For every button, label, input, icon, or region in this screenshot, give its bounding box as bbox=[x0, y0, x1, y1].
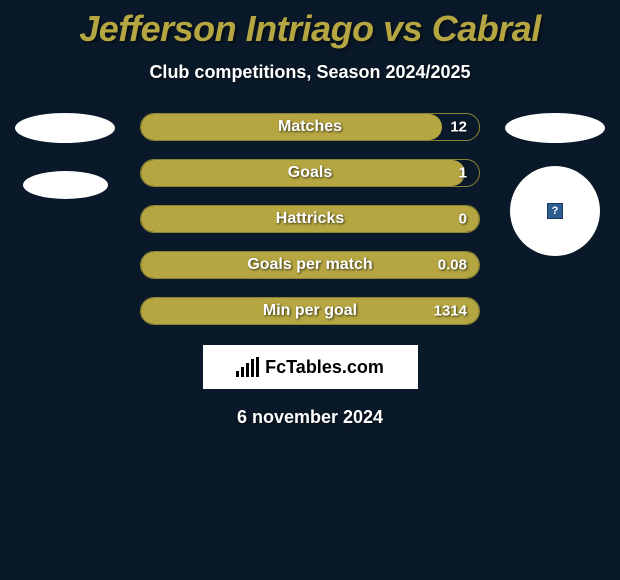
stat-label: Min per goal bbox=[263, 302, 357, 320]
left-oval-2 bbox=[23, 171, 108, 199]
subtitle: Club competitions, Season 2024/2025 bbox=[0, 62, 620, 83]
logo-box[interactable]: FcTables.com bbox=[203, 345, 418, 389]
stat-bar-goals: Goals 1 bbox=[140, 159, 480, 187]
placeholder-icon bbox=[547, 203, 563, 219]
right-column bbox=[500, 113, 610, 256]
chart-icon bbox=[236, 357, 259, 377]
main-row: Matches 12 Goals 1 Hattricks 0 Goals per… bbox=[0, 113, 620, 325]
left-column bbox=[10, 113, 120, 199]
stat-bar-goals-per-match: Goals per match 0.08 bbox=[140, 251, 480, 279]
date-text: 6 november 2024 bbox=[0, 407, 620, 428]
stat-label: Goals per match bbox=[247, 256, 372, 274]
stat-label: Matches bbox=[278, 118, 342, 136]
logo-text: FcTables.com bbox=[265, 357, 384, 378]
right-oval-1 bbox=[505, 113, 605, 143]
page-title: Jefferson Intriago vs Cabral bbox=[0, 8, 620, 50]
stat-bar-min-per-goal: Min per goal 1314 bbox=[140, 297, 480, 325]
stat-value: 0.08 bbox=[438, 257, 467, 274]
stat-label: Goals bbox=[288, 164, 332, 182]
stats-column: Matches 12 Goals 1 Hattricks 0 Goals per… bbox=[140, 113, 480, 325]
stat-bar-hattricks: Hattricks 0 bbox=[140, 205, 480, 233]
stat-value: 1314 bbox=[434, 303, 467, 320]
avatar bbox=[510, 166, 600, 256]
stat-label: Hattricks bbox=[276, 210, 344, 228]
infographic-container: Jefferson Intriago vs Cabral Club compet… bbox=[0, 0, 620, 428]
stat-value: 1 bbox=[459, 165, 467, 182]
stat-value: 0 bbox=[459, 211, 467, 228]
left-oval-1 bbox=[15, 113, 115, 143]
stat-value: 12 bbox=[450, 119, 467, 136]
stat-bar-matches: Matches 12 bbox=[140, 113, 480, 141]
